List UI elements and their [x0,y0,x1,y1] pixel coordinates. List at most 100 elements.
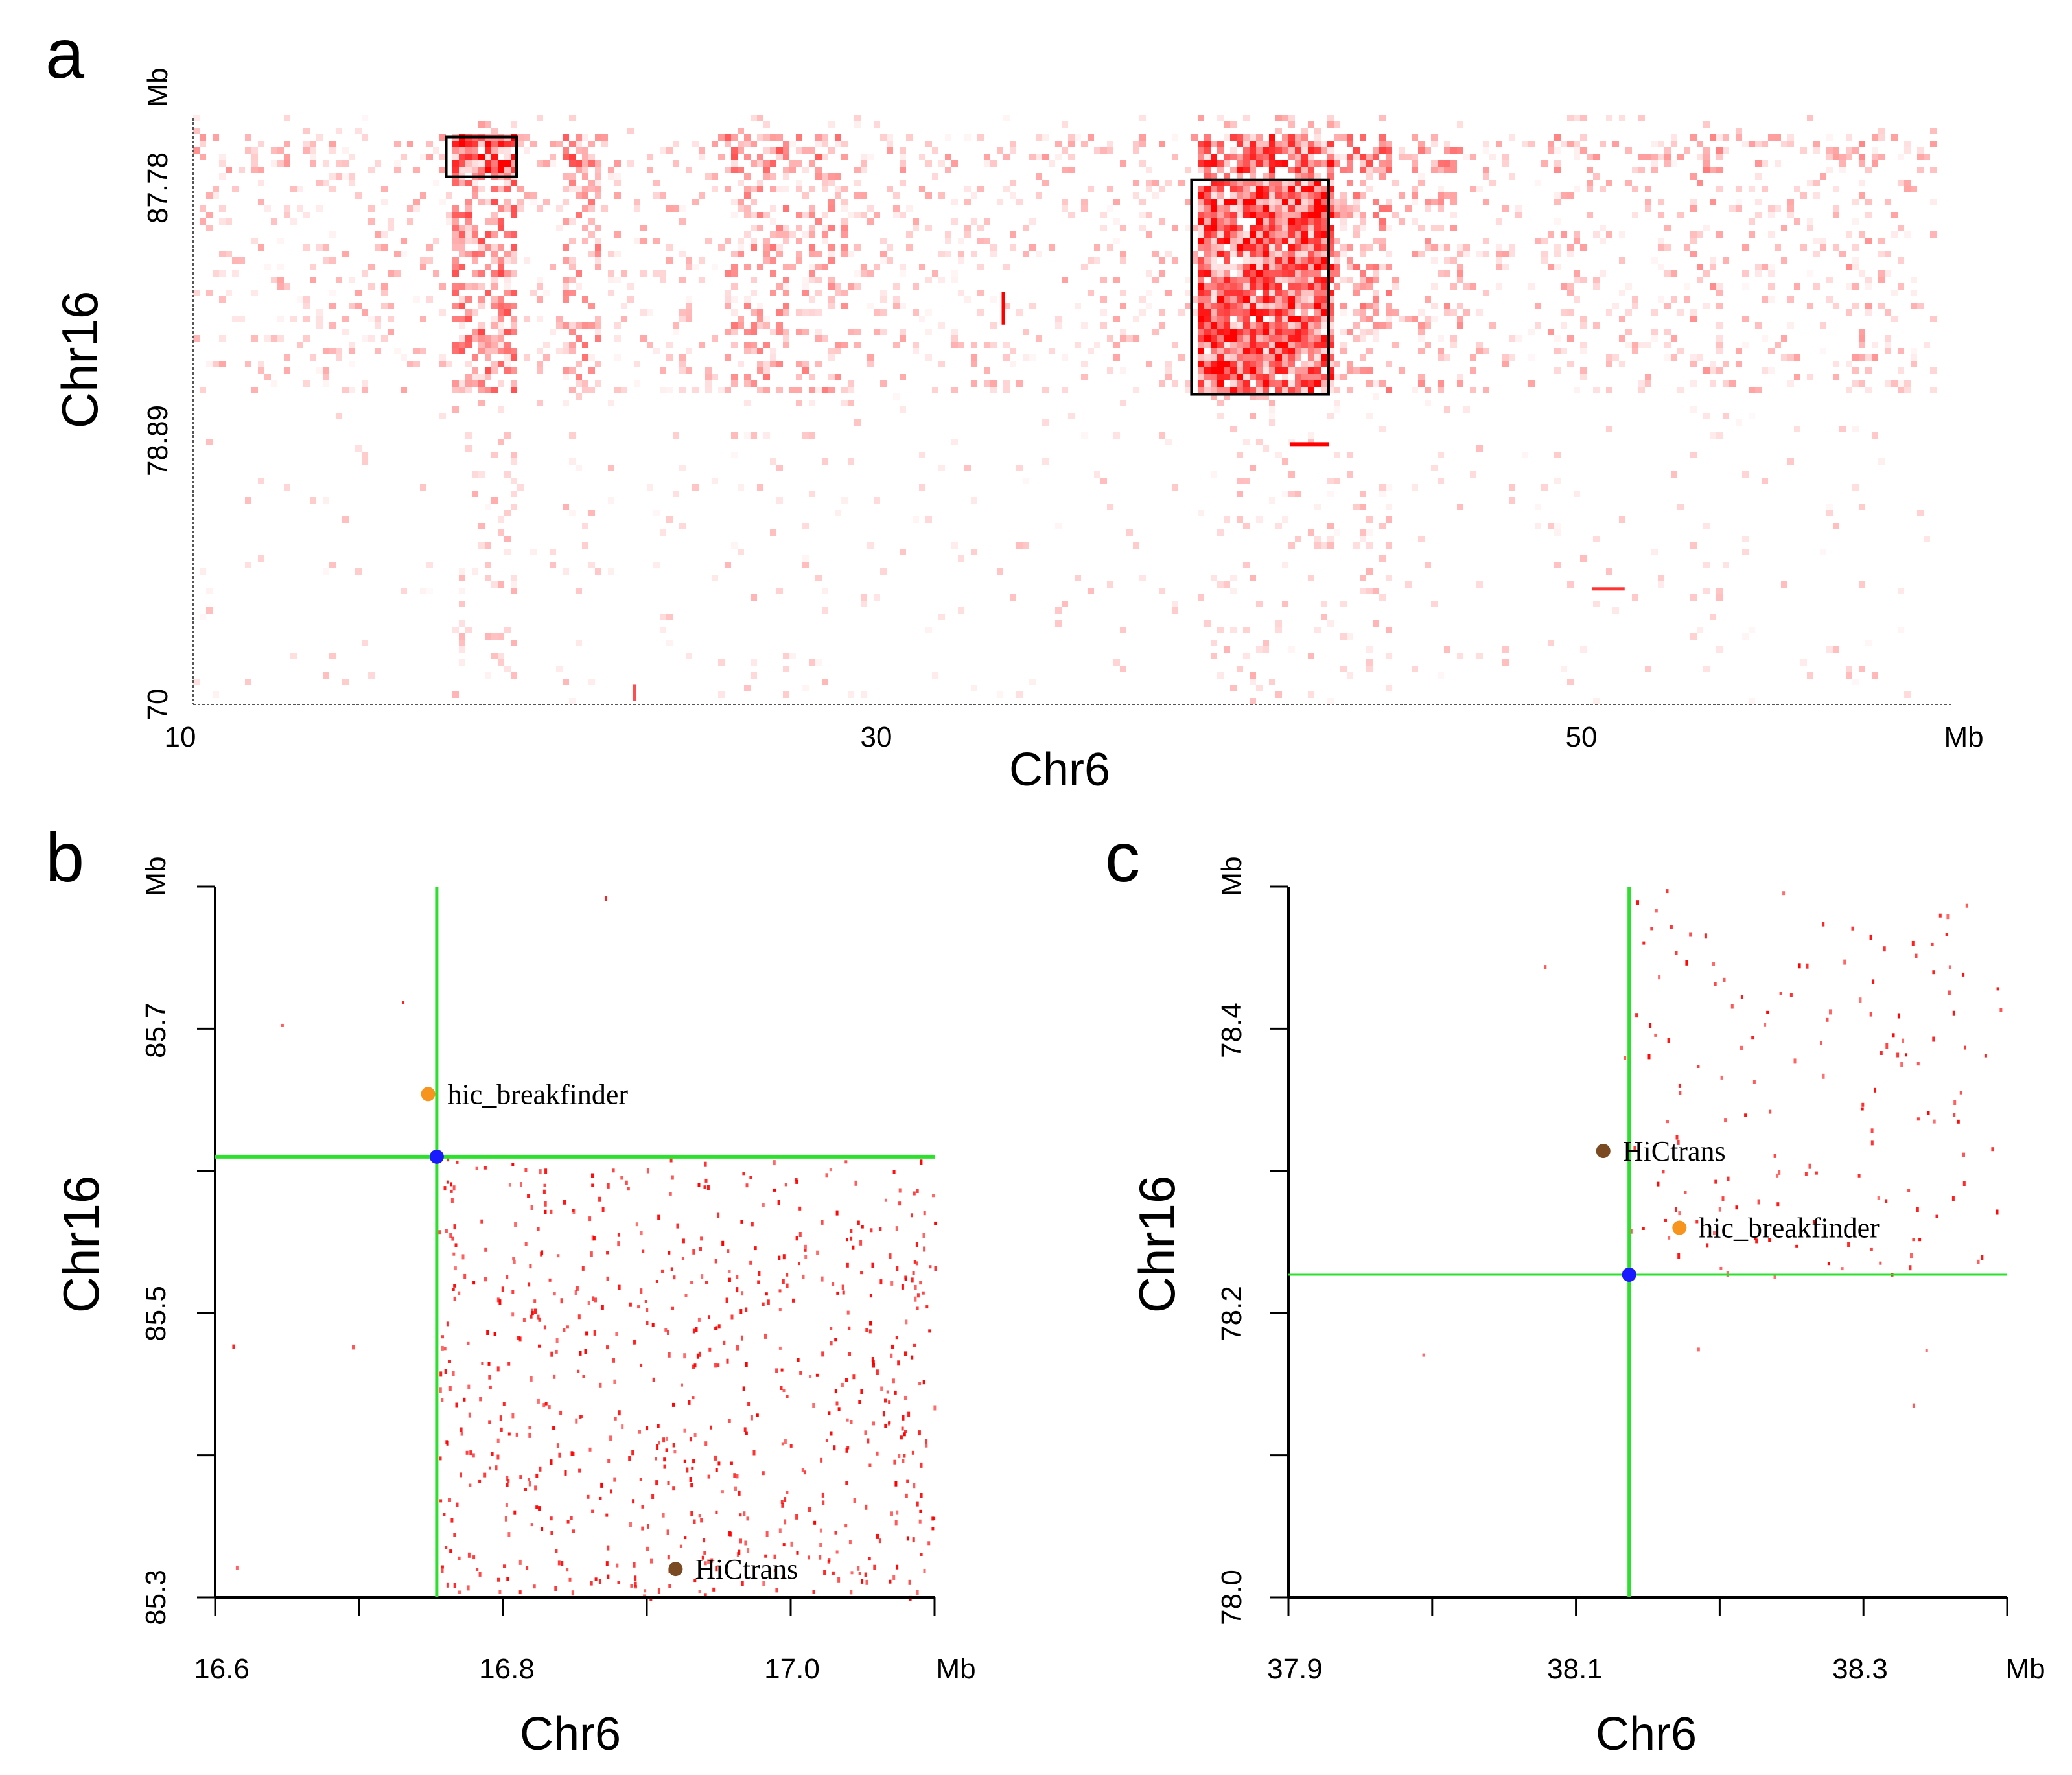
heatmap-cell [1502,646,1509,653]
caller-point-label: HiCtrans [1623,1135,1726,1167]
heatmap-cell [1250,264,1256,270]
heatmap-cell [1198,238,1204,244]
heatmap-cell [1567,115,1574,121]
heatmap-cell [880,257,887,264]
heatmap-cell [1710,167,1716,173]
contact-dot [453,1296,456,1301]
heatmap-cell [1016,542,1023,549]
x-tick-label: 38.1 [1547,1653,1603,1685]
contact-dot [742,1172,745,1176]
heatmap-cell [1314,504,1321,510]
heatmap-cell [1211,238,1217,244]
contact-dot [889,1579,892,1584]
heatmap-cell [887,244,893,251]
heatmap-cell [1275,303,1282,309]
heatmap-cell [1295,199,1301,205]
contact-dot [804,1244,807,1249]
heatmap-cell [1658,199,1664,205]
heatmap-cell [1664,303,1671,309]
heatmap-cell [1898,387,1904,393]
heatmap-cell [1308,277,1314,283]
contact-dot [911,1450,914,1455]
heatmap-cell [1716,594,1723,601]
heatmap-cell [1230,627,1237,633]
heatmap-cell [1930,199,1937,205]
heatmap-cell [1852,244,1859,251]
contact-dot [507,1362,511,1366]
heatmap-cell [951,218,958,225]
heatmap-cell [1392,342,1399,348]
heatmap-cell [491,342,498,348]
heatmap-cell [1334,257,1340,264]
contact-dot [1932,970,1935,975]
heatmap-cell [1787,212,1794,218]
heatmap-cell [1282,290,1288,296]
heatmap-cell [264,374,271,380]
heatmap-cell [452,218,459,225]
heatmap-cell [1295,218,1301,225]
heatmap-cell [277,147,284,154]
heatmap-cell [1243,562,1250,568]
heatmap-cell [1671,296,1677,303]
heatmap-cell [1360,536,1366,542]
heatmap-cell [1762,296,1768,303]
heatmap-cell [815,218,822,225]
heatmap-cell [1191,257,1198,264]
heatmap-cell [1211,192,1217,199]
heatmap-cell [543,354,550,361]
heatmap-cell [822,225,828,231]
contact-dot [749,1260,752,1265]
heatmap-cell [1859,231,1865,238]
heatmap-cell [226,167,232,173]
contact-dot [813,1520,817,1525]
heatmap-cell [465,380,472,387]
contact-dot [868,1329,872,1334]
heatmap-cell [893,303,900,309]
heatmap-cell [472,186,478,192]
heatmap-cell [511,180,517,186]
heatmap-cell [900,154,906,160]
heatmap-cell [1243,523,1250,529]
heatmap-cell [1217,283,1224,290]
heatmap-cell [1256,225,1263,231]
heatmap-cell [1288,646,1295,653]
heatmap-cell [640,225,647,231]
heatmap-cell [822,212,828,218]
heatmap-cell [1217,361,1224,367]
contact-dot [524,1168,528,1172]
heatmap-cell [900,374,906,380]
heatmap-cell [1483,387,1489,393]
contact-dot [1740,995,1743,999]
contact-dot [832,1282,835,1286]
heatmap-cell [1528,329,1535,335]
heatmap-cell [1198,257,1204,264]
heatmap-cell [1593,173,1600,180]
heatmap-cell [1781,335,1787,342]
contact-dot [475,1166,478,1170]
heatmap-cell [1898,283,1904,290]
heatmap-cell [1308,231,1314,238]
heatmap-cell [1263,257,1269,264]
heatmap-cell [498,186,504,192]
heatmap-cell [718,154,725,160]
heatmap-cell [491,387,498,393]
heatmap-cell [582,160,588,167]
heatmap-cell [1872,147,1878,154]
heatmap-cell [1068,134,1075,141]
heatmap-cell [1308,367,1314,374]
heatmap-cell [1846,387,1852,393]
heatmap-cell [640,270,647,277]
contact-dot [846,1262,849,1268]
heatmap-cell [938,160,945,167]
contact-dot [281,1023,284,1027]
heatmap-cell [751,277,757,283]
contact-dot [453,1533,456,1537]
heatmap-cell [1327,231,1334,238]
contact-dot [821,1492,824,1498]
contact-dot [836,1291,839,1295]
heatmap-cell [349,387,355,393]
heatmap-cell [1198,186,1204,192]
heatmap-cell [770,186,776,192]
heatmap-cell [1256,439,1263,445]
heatmap-cell [1230,685,1237,691]
